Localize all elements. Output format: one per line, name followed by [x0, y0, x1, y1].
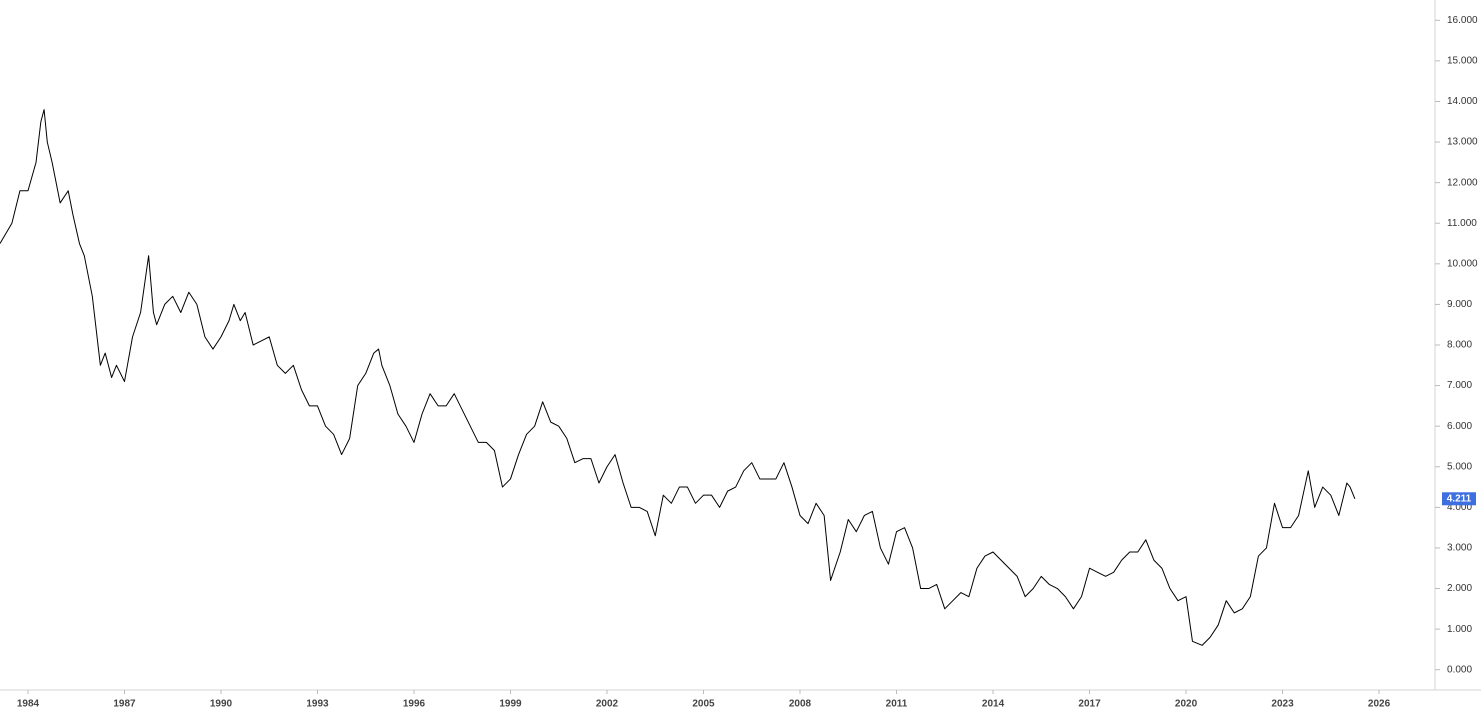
y-tick-label: 10.000	[1447, 258, 1478, 269]
y-tick-label: 2.000	[1447, 583, 1472, 594]
x-tick-label: 1996	[403, 699, 426, 710]
x-tick-label: 2023	[1271, 699, 1294, 710]
y-tick-label: 9.000	[1447, 299, 1472, 310]
x-tick-label: 1990	[210, 699, 233, 710]
price-line	[0, 109, 1356, 646]
x-tick-label: 2008	[789, 699, 812, 710]
y-tick-label: 11.000	[1447, 218, 1477, 229]
x-tick-label: 2002	[596, 699, 619, 710]
last-value-label: 4.211	[1447, 493, 1472, 504]
x-tick-label: 1999	[499, 699, 522, 710]
y-tick-label: 7.000	[1447, 380, 1472, 391]
x-tick-label: 1987	[113, 699, 136, 710]
y-tick-label: 0.000	[1447, 664, 1472, 675]
y-tick-label: 13.000	[1447, 137, 1478, 148]
x-tick-label: 1984	[17, 699, 40, 710]
y-tick-label: 1.000	[1447, 624, 1472, 635]
y-tick-label: 5.000	[1447, 461, 1472, 472]
y-tick-label: 16.000	[1447, 15, 1478, 26]
x-tick-label: 1993	[306, 699, 329, 710]
y-tick-label: 12.000	[1447, 177, 1478, 188]
y-tick-label: 8.000	[1447, 340, 1472, 351]
y-tick-label: 3.000	[1447, 543, 1472, 554]
y-tick-label: 6.000	[1447, 421, 1472, 432]
x-tick-label: 2014	[982, 699, 1005, 710]
x-tick-label: 2017	[1078, 699, 1101, 710]
x-tick-label: 2020	[1175, 699, 1198, 710]
x-tick-label: 2011	[886, 699, 908, 710]
last-value-box	[1442, 492, 1476, 506]
y-tick-label: 15.000	[1447, 56, 1478, 67]
x-tick-label: 2005	[692, 699, 715, 710]
y-tick-label: 4.000	[1447, 502, 1472, 513]
y-tick-label: 14.000	[1447, 96, 1478, 107]
x-tick-label: 2026	[1368, 699, 1391, 710]
